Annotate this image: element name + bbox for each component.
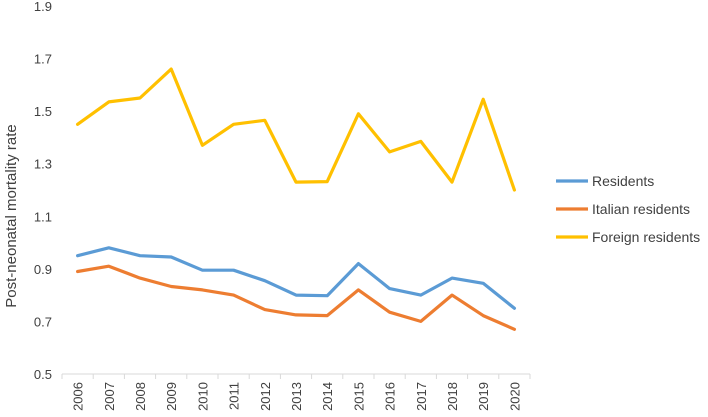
series-line-italian-residents [75, 264, 517, 331]
x-tick-label: 2014 [320, 382, 335, 411]
x-tick-label: 2017 [414, 382, 429, 411]
y-tick-label: 1.1 [34, 209, 52, 224]
y-tick-label: 1.9 [34, 0, 52, 14]
y-tick-label: 1.3 [34, 157, 52, 172]
y-tick-label: 1.5 [34, 104, 52, 119]
x-tick-label: 2020 [507, 382, 522, 411]
x-tick-label: 2015 [351, 382, 366, 411]
y-axis-label: Post-neonatal mortality rate [3, 124, 20, 307]
series-line-foreign-residents [75, 67, 517, 192]
x-tick-label: 2009 [164, 382, 179, 411]
y-tick-label: 1.7 [34, 52, 52, 67]
x-tick-label: 2012 [258, 382, 273, 411]
x-tick-label: 2010 [195, 382, 210, 411]
x-tick-label: 2013 [289, 382, 304, 411]
y-axis-ticks: 0.5 0.7 0.9 1.1 1.3 1.5 1.7 1.9 [34, 0, 52, 382]
y-tick-label: 0.5 [34, 367, 52, 382]
x-tick-label: 2018 [445, 382, 460, 411]
legend-label-foreign-residents: Foreign residents [592, 229, 700, 245]
x-tick-label: 2007 [102, 382, 117, 411]
x-tick-label: 2006 [71, 382, 86, 411]
x-tick-label: 2016 [383, 382, 398, 411]
y-tick-label: 0.7 [34, 314, 52, 329]
series-line-residents [75, 246, 517, 310]
x-axis-ticks: 2006 2007 2008 2009 2010 2011 2012 2013 2014 2015… [61, 374, 531, 411]
x-tick-label: 2019 [476, 382, 491, 411]
legend-label-italian-residents: Italian residents [592, 201, 690, 217]
y-tick-label: 0.9 [34, 262, 52, 277]
legend: Residents Italian residents Foreign reside… [556, 173, 700, 245]
x-tick-label: 2011 [227, 382, 242, 410]
legend-label-residents: Residents [592, 173, 654, 189]
x-tick-label: 2008 [133, 382, 148, 411]
series-layer [75, 67, 517, 331]
